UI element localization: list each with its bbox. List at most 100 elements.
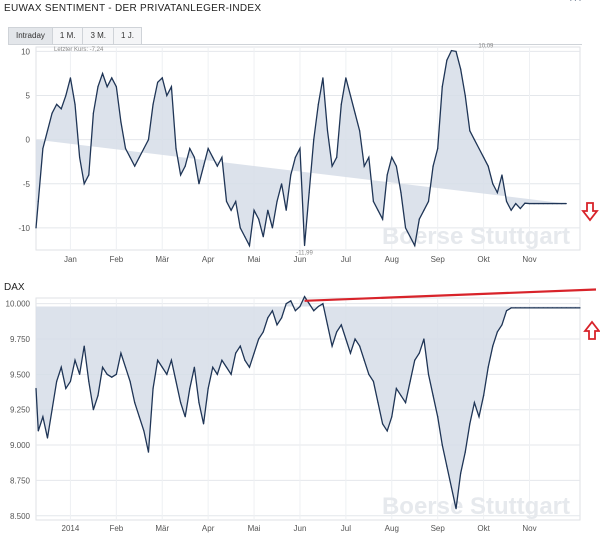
max-label: 10,09 (478, 44, 494, 50)
data-point (212, 156, 214, 158)
data-point (35, 387, 37, 390)
y-tick-label: 8.500 (10, 512, 31, 521)
data-point (308, 303, 310, 305)
data-point (349, 352, 352, 354)
data-point (391, 156, 393, 158)
data-point (423, 338, 425, 340)
data-point (111, 77, 113, 79)
data-point (152, 387, 154, 390)
data-point (542, 307, 544, 309)
data-point (528, 202, 531, 205)
data-point (460, 68, 462, 70)
data-point (88, 174, 90, 176)
data-point (56, 103, 58, 105)
x-tick-label: Nov (522, 255, 536, 264)
data-point (97, 394, 99, 397)
data-point (138, 156, 140, 158)
min-label: -11,99 (296, 250, 313, 256)
y-tick-label: 0 (26, 136, 31, 145)
data-point (60, 108, 62, 110)
data-point (496, 331, 498, 333)
data-point (74, 103, 76, 105)
data-point (147, 451, 150, 453)
data-point (65, 387, 67, 390)
data-point (138, 416, 140, 418)
data-point (427, 200, 430, 203)
data-point (450, 50, 453, 52)
x-tick-label: Mär (155, 524, 169, 533)
data-point (579, 0, 581, 1)
data-point (69, 380, 72, 383)
data-point (175, 380, 177, 383)
data-point (175, 147, 177, 150)
data-point (437, 416, 439, 418)
data-point (400, 192, 402, 194)
down-arrow-icon (581, 202, 599, 222)
data-point (377, 209, 379, 211)
data-point (395, 165, 397, 167)
tab-1-year[interactable]: 1 J. (121, 31, 134, 40)
data-point (556, 202, 558, 205)
x-tick-label: Sep (431, 255, 446, 264)
data-point (492, 345, 494, 347)
data-point (469, 130, 471, 132)
data-point (115, 373, 117, 375)
data-point (120, 352, 122, 354)
data-point (221, 156, 223, 158)
data-point (565, 307, 567, 309)
data-point (372, 200, 375, 203)
data-point (271, 227, 274, 229)
data-point (349, 94, 352, 97)
data-point (83, 183, 85, 185)
data-point (538, 202, 540, 205)
data-point (432, 165, 434, 167)
data-point (363, 165, 365, 167)
x-tick-label: Jul (341, 255, 351, 264)
data-point (299, 305, 301, 308)
data-point (106, 373, 108, 375)
data-point (235, 200, 237, 203)
data-point (152, 103, 154, 105)
data-point (487, 165, 489, 167)
data-point (427, 373, 430, 375)
data-point (276, 200, 278, 203)
data-point (446, 59, 448, 61)
data-point (524, 202, 526, 204)
data-point (326, 324, 329, 326)
chart-title: EUWAX SENTIMENT - DER PRIVATANLEGER-INDE… (4, 3, 262, 14)
data-point (423, 209, 425, 211)
data-point (574, 0, 577, 1)
data-point (501, 324, 503, 326)
data-point (359, 345, 361, 347)
x-tick-label: Jun (294, 255, 307, 264)
y-tick-label: 10 (21, 47, 30, 56)
x-tick-label: Mai (248, 255, 261, 264)
data-point (570, 307, 572, 309)
data-point (377, 402, 379, 404)
data-point (248, 244, 251, 247)
y-tick-label: -5 (23, 180, 31, 189)
data-point (313, 139, 315, 141)
timeframe-tabs: Intraday 1 M. 3 M. 1 J. (8, 27, 142, 45)
data-point (79, 156, 81, 158)
data-point (409, 236, 411, 238)
data-point (281, 317, 283, 319)
data-point (515, 307, 517, 309)
tab-3-months[interactable]: 3 M. (83, 28, 115, 44)
data-point (276, 324, 278, 326)
data-point (37, 430, 39, 432)
data-point (519, 207, 521, 210)
data-point (473, 139, 476, 141)
data-point (414, 359, 416, 361)
data-point (281, 183, 283, 185)
y-tick-label: 9.000 (10, 441, 31, 450)
tab-1-month[interactable]: 1 M. (53, 28, 84, 44)
tab-intraday[interactable]: Intraday (9, 28, 53, 44)
x-tick-label: Nov (522, 524, 536, 533)
y-tick-label: 9.500 (10, 370, 31, 379)
data-point (166, 373, 168, 375)
data-point (92, 409, 94, 411)
data-point (547, 202, 549, 205)
x-tick-label: Apr (202, 255, 215, 264)
data-point (166, 94, 168, 97)
